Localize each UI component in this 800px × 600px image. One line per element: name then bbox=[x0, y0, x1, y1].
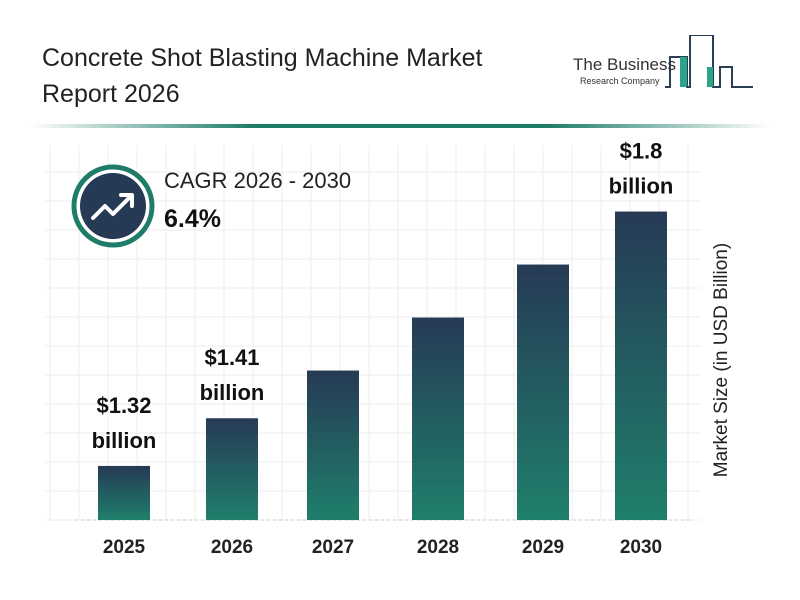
x-tick-label: 2026 bbox=[211, 537, 253, 558]
bar-2028 bbox=[412, 317, 464, 520]
data-label: $1.8 bbox=[620, 139, 663, 164]
company-logo: The Business Research Company bbox=[570, 35, 755, 95]
data-label: $1.32 bbox=[96, 393, 151, 418]
y-axis-label: Market Size (in USD Billion) bbox=[711, 242, 732, 478]
data-label-unit: billion bbox=[609, 174, 674, 199]
logo-buildings-icon bbox=[665, 35, 753, 88]
data-label-unit: billion bbox=[92, 428, 157, 453]
data-label-unit: billion bbox=[200, 380, 265, 405]
logo-text: The Business bbox=[573, 55, 676, 74]
x-tick-label: 2028 bbox=[417, 537, 459, 558]
bar-2025 bbox=[98, 465, 150, 520]
grid bbox=[45, 145, 700, 521]
x-tick-label: 2025 bbox=[103, 537, 146, 558]
x-tick-label: 2027 bbox=[312, 537, 354, 558]
cagr-trend-icon bbox=[71, 164, 155, 248]
x-tick-label: 2029 bbox=[522, 537, 564, 558]
data-label: $1.41 bbox=[204, 345, 259, 370]
cagr-value: 6.4% bbox=[164, 205, 221, 233]
logo-subtext: Research Company bbox=[580, 76, 660, 86]
cagr-label: CAGR 2026 - 2030 bbox=[164, 168, 352, 193]
x-tick-label: 2030 bbox=[620, 537, 662, 558]
page-title: Concrete Shot Blasting Machine Market Re… bbox=[42, 44, 483, 108]
bar-2027 bbox=[307, 370, 359, 520]
bar-2026 bbox=[206, 418, 258, 520]
bar-2030 bbox=[615, 211, 667, 521]
bar-2029 bbox=[517, 264, 569, 520]
title-divider bbox=[30, 124, 770, 128]
